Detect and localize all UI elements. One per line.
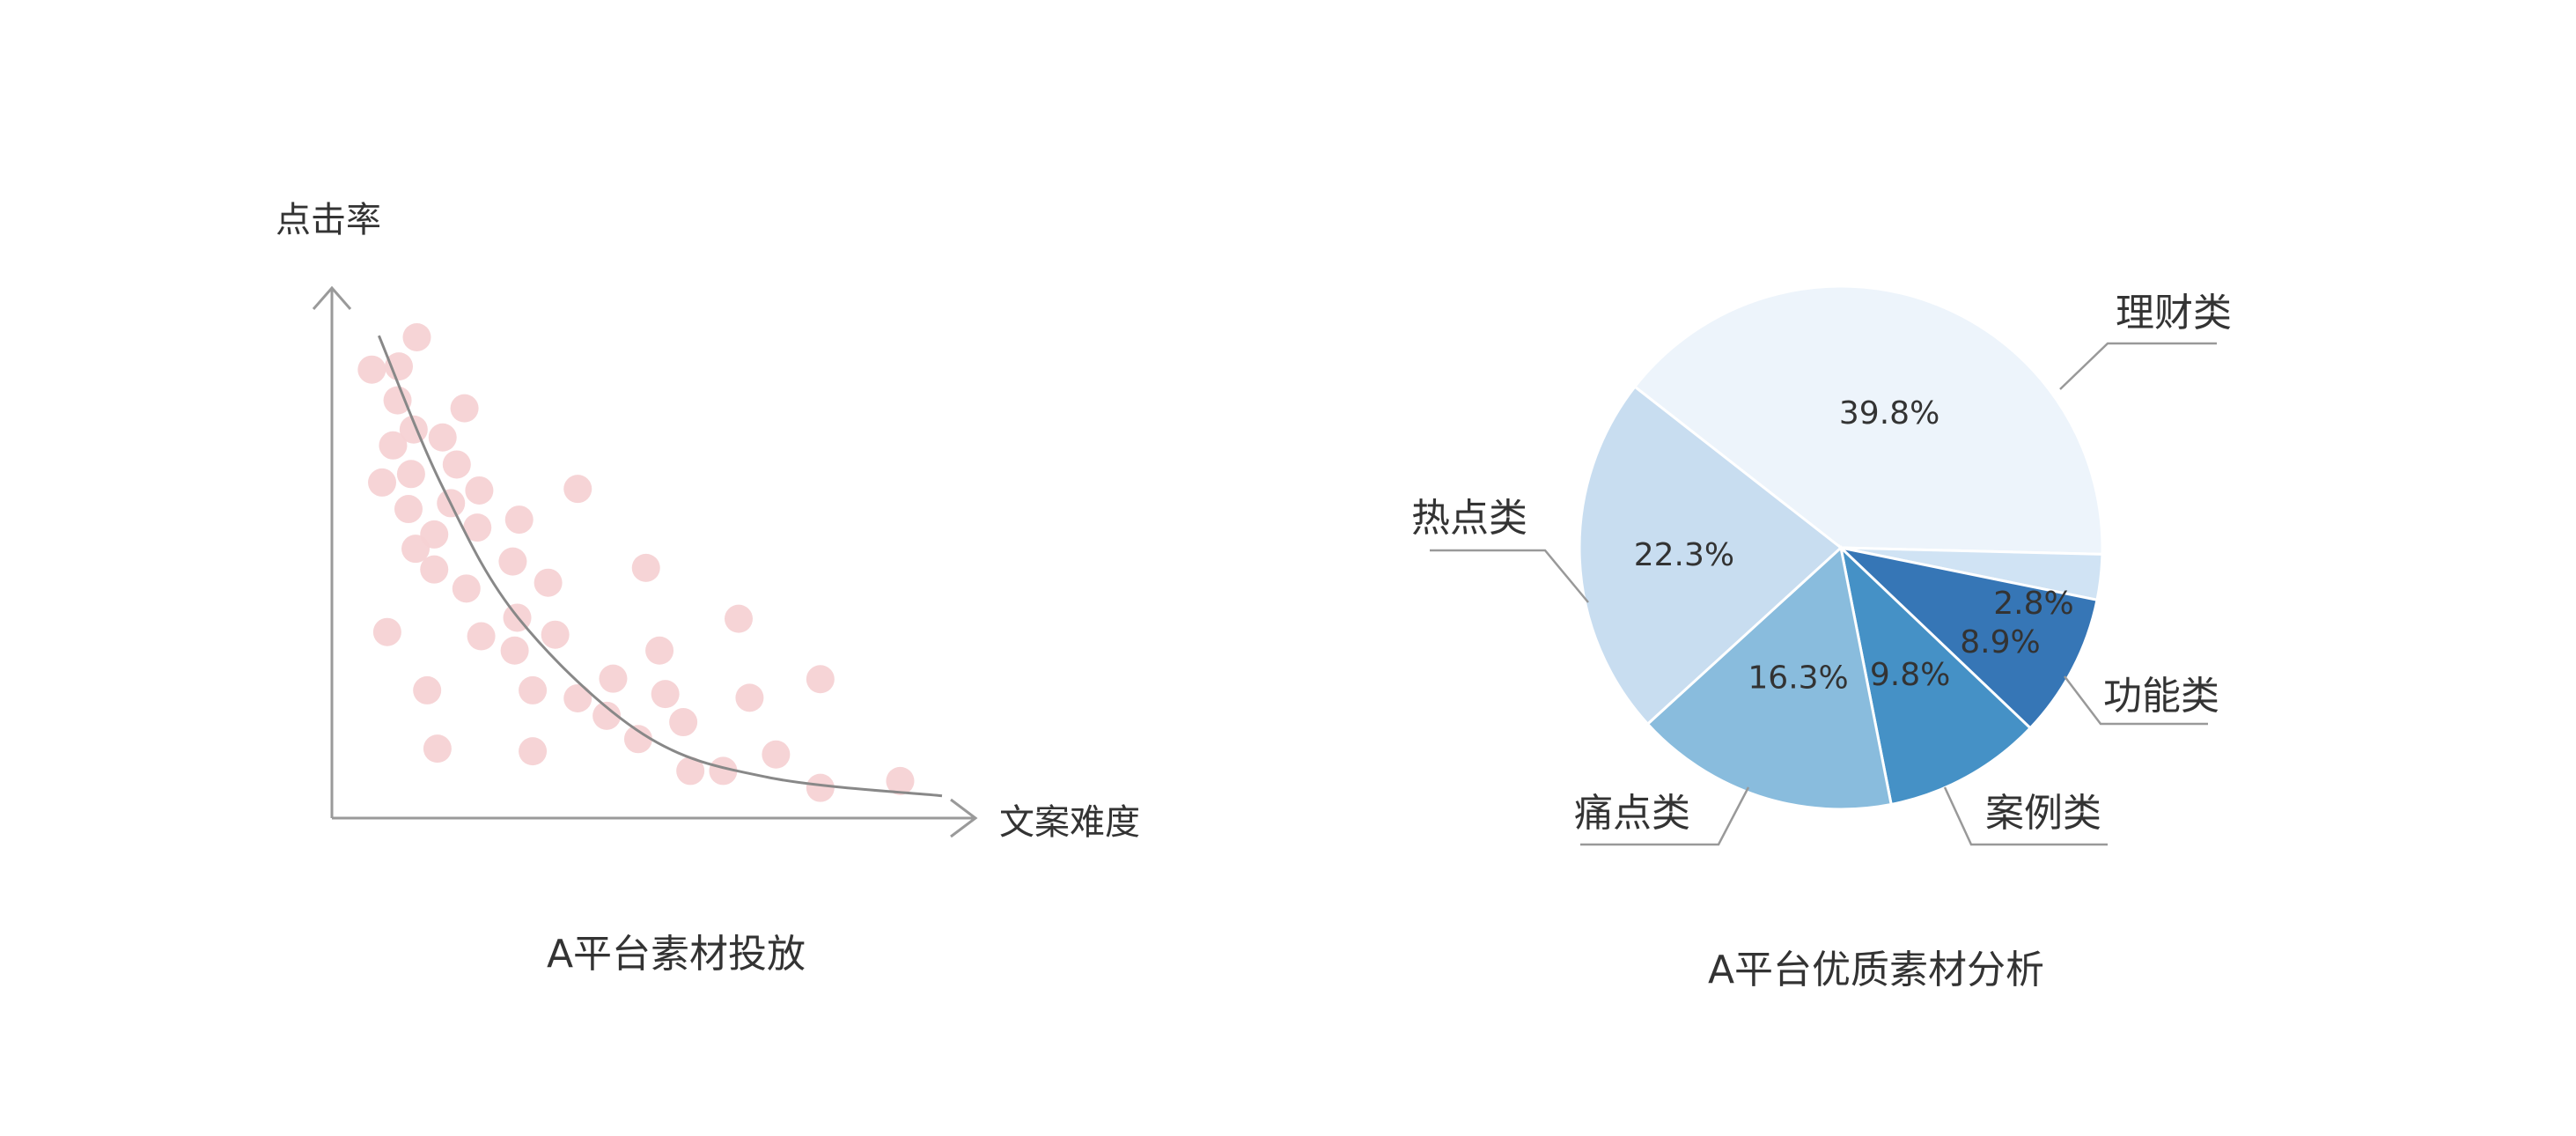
scatter-point [402, 322, 431, 351]
category-label-anli: 案例类 [1985, 791, 2101, 836]
trend-curve [377, 335, 943, 798]
category-label-tongdian: 痛点类 [1574, 791, 1690, 836]
scatter-point [563, 683, 592, 712]
scatter-point [413, 675, 442, 704]
scatter-point [592, 701, 622, 730]
scatter-point [724, 604, 753, 633]
scatter-point [519, 737, 548, 766]
scatter-point [504, 505, 534, 535]
scatter-point [423, 734, 452, 763]
scatter-point [735, 683, 764, 712]
scatter-point [519, 675, 548, 704]
category-label-redian: 热点类 [1411, 496, 1527, 541]
scatter-point [379, 431, 408, 460]
scatter-point [383, 386, 412, 415]
scatter-point [396, 460, 425, 489]
scatter-point [886, 766, 915, 795]
scatter-point [534, 568, 563, 597]
pie-percent-label: 39.8% [1839, 395, 1939, 432]
leader-lines [1430, 342, 2217, 846]
pie-slice [1632, 284, 2104, 556]
leader-line-licai [2059, 342, 2217, 390]
scatter-point [394, 495, 423, 524]
scatter-point [450, 394, 479, 423]
scatter-point [500, 636, 529, 665]
category-label-licai: 理财类 [2116, 291, 2232, 336]
scatter-point [465, 476, 494, 505]
x-axis-arrow [950, 798, 978, 838]
scatter-point [463, 513, 492, 542]
scatter-point [631, 553, 660, 582]
scatter-point [709, 756, 738, 786]
scatter-point [498, 547, 527, 576]
scatter-point [806, 773, 835, 802]
pie-percent-label: 22.3% [1634, 537, 1734, 573]
y-axis-arrow [312, 285, 352, 310]
scatter-point [467, 622, 496, 651]
pie-title: A平台优质素材分析 [1708, 948, 2044, 992]
scatter-point [420, 555, 449, 584]
leader-line-redian [1430, 549, 1589, 603]
scatter-point [442, 450, 471, 479]
scatter-point [452, 574, 481, 603]
scatter-point [357, 355, 386, 384]
scatter-point [762, 740, 791, 769]
pie-percent-label: 16.3% [1748, 660, 1848, 697]
scatter-point [651, 680, 680, 709]
pie-percent-label: 8.9% [1960, 624, 2040, 660]
scatter-point [669, 708, 698, 737]
leader-line-anli [1943, 786, 2108, 846]
scatter-point [623, 725, 652, 754]
scatter-points [357, 322, 915, 802]
pie-slice [1838, 543, 2033, 807]
scatter-point [372, 617, 401, 646]
category-label-gongneng: 功能类 [2103, 674, 2219, 719]
pie-slice [1836, 545, 2099, 730]
scatter-point [428, 423, 457, 452]
pie-slice [1578, 385, 1844, 727]
scatter-point [806, 665, 835, 694]
scatter-point [599, 664, 628, 693]
leader-line-gongneng [2064, 675, 2208, 726]
pie-slice [1645, 545, 1893, 811]
scatter-point [563, 475, 592, 504]
pie-chart: 39.8%2.8%8.9%9.8%16.3%22.3% 理财类 热点类 功能类 … [1411, 284, 2232, 992]
x-axis-label: 文案难度 [999, 802, 1140, 843]
scatter-point [401, 535, 431, 564]
scatter-chart: 点击率 文案难度 A平台素材投放 [276, 200, 1140, 977]
pie-percent-label: 2.8% [1993, 586, 2073, 622]
scatter-point [676, 756, 705, 786]
scatter-title: A平台素材投放 [547, 932, 806, 977]
scatter-point [368, 468, 397, 497]
y-axis-label: 点击率 [276, 200, 381, 240]
scatter-point [385, 352, 414, 381]
scatter-point [645, 636, 674, 665]
pie-percent-label: 9.8% [1870, 657, 1950, 693]
scatter-point [541, 620, 570, 649]
leader-line-tongdian [1580, 786, 1750, 846]
